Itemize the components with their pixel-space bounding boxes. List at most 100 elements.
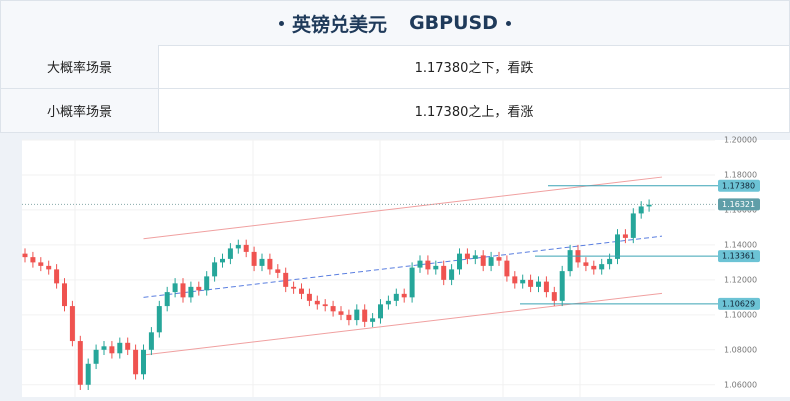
candle-body <box>441 265 447 280</box>
candle-body <box>425 260 431 270</box>
trendline <box>143 176 663 240</box>
candle-body <box>330 306 336 312</box>
candle-body <box>622 234 628 238</box>
candle-body <box>283 272 289 287</box>
candle-body <box>551 292 557 301</box>
candle-body <box>148 332 154 350</box>
candle-body <box>480 255 486 266</box>
candle-body <box>180 283 186 298</box>
trendline <box>143 235 663 298</box>
last-price-label: 1.16321 <box>722 200 755 209</box>
candle-body <box>172 283 178 293</box>
candle-body <box>496 257 502 261</box>
candle-body <box>591 265 597 270</box>
candle-body <box>346 314 352 321</box>
last-price-box <box>718 198 760 211</box>
y-tick-label: 1.20000 <box>724 136 757 145</box>
candle-body <box>457 253 462 270</box>
candle-body <box>251 251 257 266</box>
level-box <box>718 179 760 192</box>
candle-body <box>220 258 225 263</box>
candle-body <box>338 311 344 315</box>
symbol: GBPUSD <box>409 12 498 34</box>
candle-body <box>504 260 510 277</box>
y-tick-label: 1.12000 <box>724 275 757 284</box>
candle-body <box>464 253 470 259</box>
candle-body <box>227 248 233 259</box>
candle-body <box>141 349 146 375</box>
y-tick-label: 1.18000 <box>724 170 757 179</box>
candle-body <box>362 309 368 322</box>
candle-body <box>188 286 194 298</box>
candle-body <box>196 286 202 291</box>
candle-body <box>38 262 44 266</box>
candle-body <box>54 269 60 284</box>
candle-body <box>393 293 399 301</box>
cell: 1.17380之上，看涨 <box>414 105 534 120</box>
candle-body <box>630 213 636 238</box>
candle-body <box>101 346 107 350</box>
candle-body <box>417 260 423 268</box>
y-tick-label: 1.08000 <box>724 345 757 354</box>
header: 英镑兑美元 GBPUSD <box>0 0 790 46</box>
candle-body <box>30 257 36 263</box>
candle-body <box>567 250 573 272</box>
candle-body <box>488 257 494 266</box>
title: 英镑兑美元 <box>292 13 388 36</box>
level-label: 1.13361 <box>722 252 755 261</box>
candle-body <box>599 264 605 270</box>
dot <box>279 20 285 26</box>
candle-body <box>259 258 265 266</box>
candle-body <box>46 265 52 270</box>
candle-body <box>117 342 123 354</box>
candle-body <box>583 262 589 266</box>
candle-body <box>291 286 297 289</box>
candle-body <box>22 253 28 258</box>
candle-body <box>354 309 360 321</box>
table-row: 大概率场景 1.17380之下，看跌 <box>0 45 790 89</box>
candle-body <box>528 279 534 287</box>
candle-body <box>77 341 83 385</box>
y-tick-label: 1.14000 <box>724 240 757 249</box>
candle-body <box>109 346 115 354</box>
candle-body <box>401 293 407 298</box>
cell: 小概率场景 <box>1 89 159 132</box>
candle-body <box>267 258 273 270</box>
candle-body <box>512 276 518 284</box>
candle-body <box>520 279 526 284</box>
candle-body <box>306 293 312 301</box>
candle-body <box>164 292 170 307</box>
candle-body <box>615 234 620 259</box>
candle-body <box>85 363 91 385</box>
candle-body <box>133 349 139 375</box>
v-grid <box>74 140 581 397</box>
candle-body <box>472 255 478 259</box>
candle-body <box>299 288 304 294</box>
candle-body <box>125 342 131 350</box>
chart: 1.060001.080001.100001.120001.140001.160… <box>22 136 790 397</box>
candle-body <box>607 258 613 265</box>
candle-body <box>449 269 455 280</box>
candle-body <box>378 304 383 319</box>
candle-body <box>370 318 376 322</box>
candle-body <box>536 281 541 287</box>
candle-body <box>204 276 210 291</box>
candle-body <box>638 206 644 214</box>
level-box <box>718 250 760 263</box>
level-box <box>718 297 760 310</box>
dot <box>505 20 511 26</box>
candle-body <box>385 300 391 305</box>
candle-body <box>559 271 565 301</box>
table-row: 小概率场景 1.17380之上，看涨 <box>0 89 790 133</box>
candle-body <box>156 306 162 333</box>
candle-body <box>409 267 415 298</box>
candle-body <box>433 265 439 270</box>
candle-body <box>275 269 281 273</box>
y-tick-label: 1.10000 <box>724 310 757 319</box>
level-label: 1.10629 <box>722 299 755 308</box>
level-label: 1.17380 <box>722 181 755 190</box>
candle-body <box>235 244 241 249</box>
candle-body <box>93 349 99 364</box>
candle-body <box>243 244 249 252</box>
